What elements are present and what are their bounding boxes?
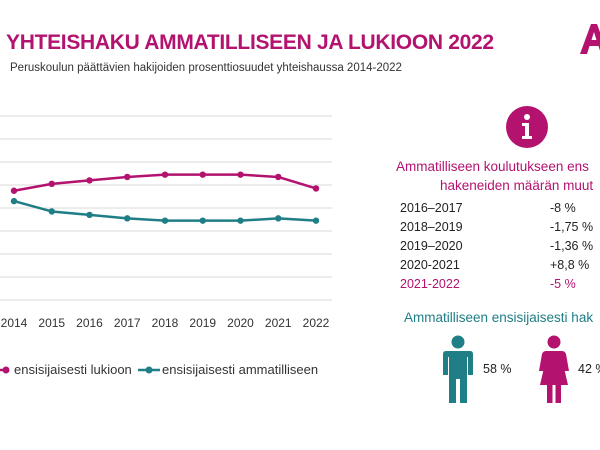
change-period: 2019–2020 [400, 239, 463, 253]
legend-item-ammatilliseen: ensisijaisesti ammatilliseen [138, 362, 318, 377]
data-point-0-1 [48, 180, 55, 188]
change-value: +8,8 % [550, 258, 590, 272]
x-tick-label: 2016 [76, 316, 103, 330]
change-row: 2016–2017 -8 % [400, 201, 600, 220]
data-point-0-5 [199, 171, 206, 178]
x-tick-label: 2017 [114, 316, 141, 330]
data-point-1-2 [86, 211, 93, 219]
data-point-0-6 [237, 171, 244, 178]
info-title-line1: Ammatilliseen koulutukseen ens [396, 159, 589, 174]
change-period: 2016–2017 [400, 201, 463, 215]
data-point-0-3 [124, 173, 131, 181]
chart-x-ticks: 2014 2015 2016 2017 2018 2019 2020 2021 2022 [1, 316, 330, 330]
x-tick-label: 2019 [189, 316, 216, 330]
x-tick-label: 2021 [265, 316, 292, 330]
change-row: 2018–2019 -1,75 % [400, 220, 600, 239]
data-point-1-5 [199, 217, 206, 224]
change-row-current: 2021-2022 -5 % [400, 277, 600, 296]
data-point-0-2 [86, 177, 93, 184]
legend-label-lukioon: ensisijaisesti lukioon [14, 362, 132, 377]
change-table: 2016–2017 -8 % 2018–2019 -1,75 % 2019–20… [400, 201, 600, 296]
x-tick-label: 2018 [152, 316, 179, 330]
x-tick-label: 2020 [227, 316, 254, 330]
data-point-1-8 [312, 217, 320, 224]
data-point-1-6 [237, 217, 244, 224]
female-person-icon [539, 335, 569, 403]
data-point-1-7 [275, 215, 282, 222]
legend-swatch-lukioon [0, 366, 10, 373]
info-icon [506, 106, 548, 148]
page-title: YHTEISHAKU AMMATILLISEEN JA LUKIOON 2022 [6, 31, 494, 54]
chart-series [10, 171, 320, 224]
data-point-1-1 [48, 208, 55, 215]
change-period: 2020-2021 [400, 258, 460, 272]
data-point-1-3 [124, 215, 131, 222]
data-point-1-0 [10, 197, 18, 205]
vocational-title: Ammatilliseen ensisijaisesti hak [404, 310, 594, 325]
change-value: -1,75 % [550, 220, 594, 234]
change-value: -5 % [550, 277, 576, 291]
data-point-0-4 [161, 171, 169, 178]
legend-swatch-ammatilliseen [138, 366, 160, 373]
legend-label-ammatilliseen: ensisijaisesti ammatilliseen [162, 362, 319, 377]
male-percentage: 58 % [483, 362, 512, 376]
data-point-0-7 [275, 173, 282, 181]
line-chart: 2014 2015 2016 2017 2018 2019 2020 2021 2022 [0, 115, 332, 330]
change-row: 2019–2020 -1,36 % [400, 239, 600, 258]
change-value: -1,36 % [550, 239, 594, 253]
logo-icon [580, 24, 600, 54]
male-person-icon [443, 335, 473, 403]
page-subtitle: Peruskoulun päättävien hakijoiden prosen… [10, 62, 402, 74]
change-period: 2018–2019 [400, 220, 463, 234]
x-tick-label: 2015 [38, 316, 65, 330]
info-title-line2: hakeneiden määrän muut [440, 178, 594, 193]
legend-item-lukioon: ensisijaisesti lukioon [0, 362, 132, 377]
chart-gridlines [0, 115, 332, 301]
change-row: 2020-2021 +8,8 % [400, 258, 600, 277]
data-point-1-4 [161, 217, 169, 224]
change-period: 2021-2022 [400, 277, 460, 291]
x-tick-label: 2022 [303, 316, 330, 330]
x-tick-label: 2014 [1, 316, 28, 330]
change-value: -8 % [550, 201, 576, 215]
data-point-0-8 [312, 185, 320, 192]
data-point-0-0 [10, 187, 18, 194]
female-percentage: 42 % [578, 362, 600, 376]
